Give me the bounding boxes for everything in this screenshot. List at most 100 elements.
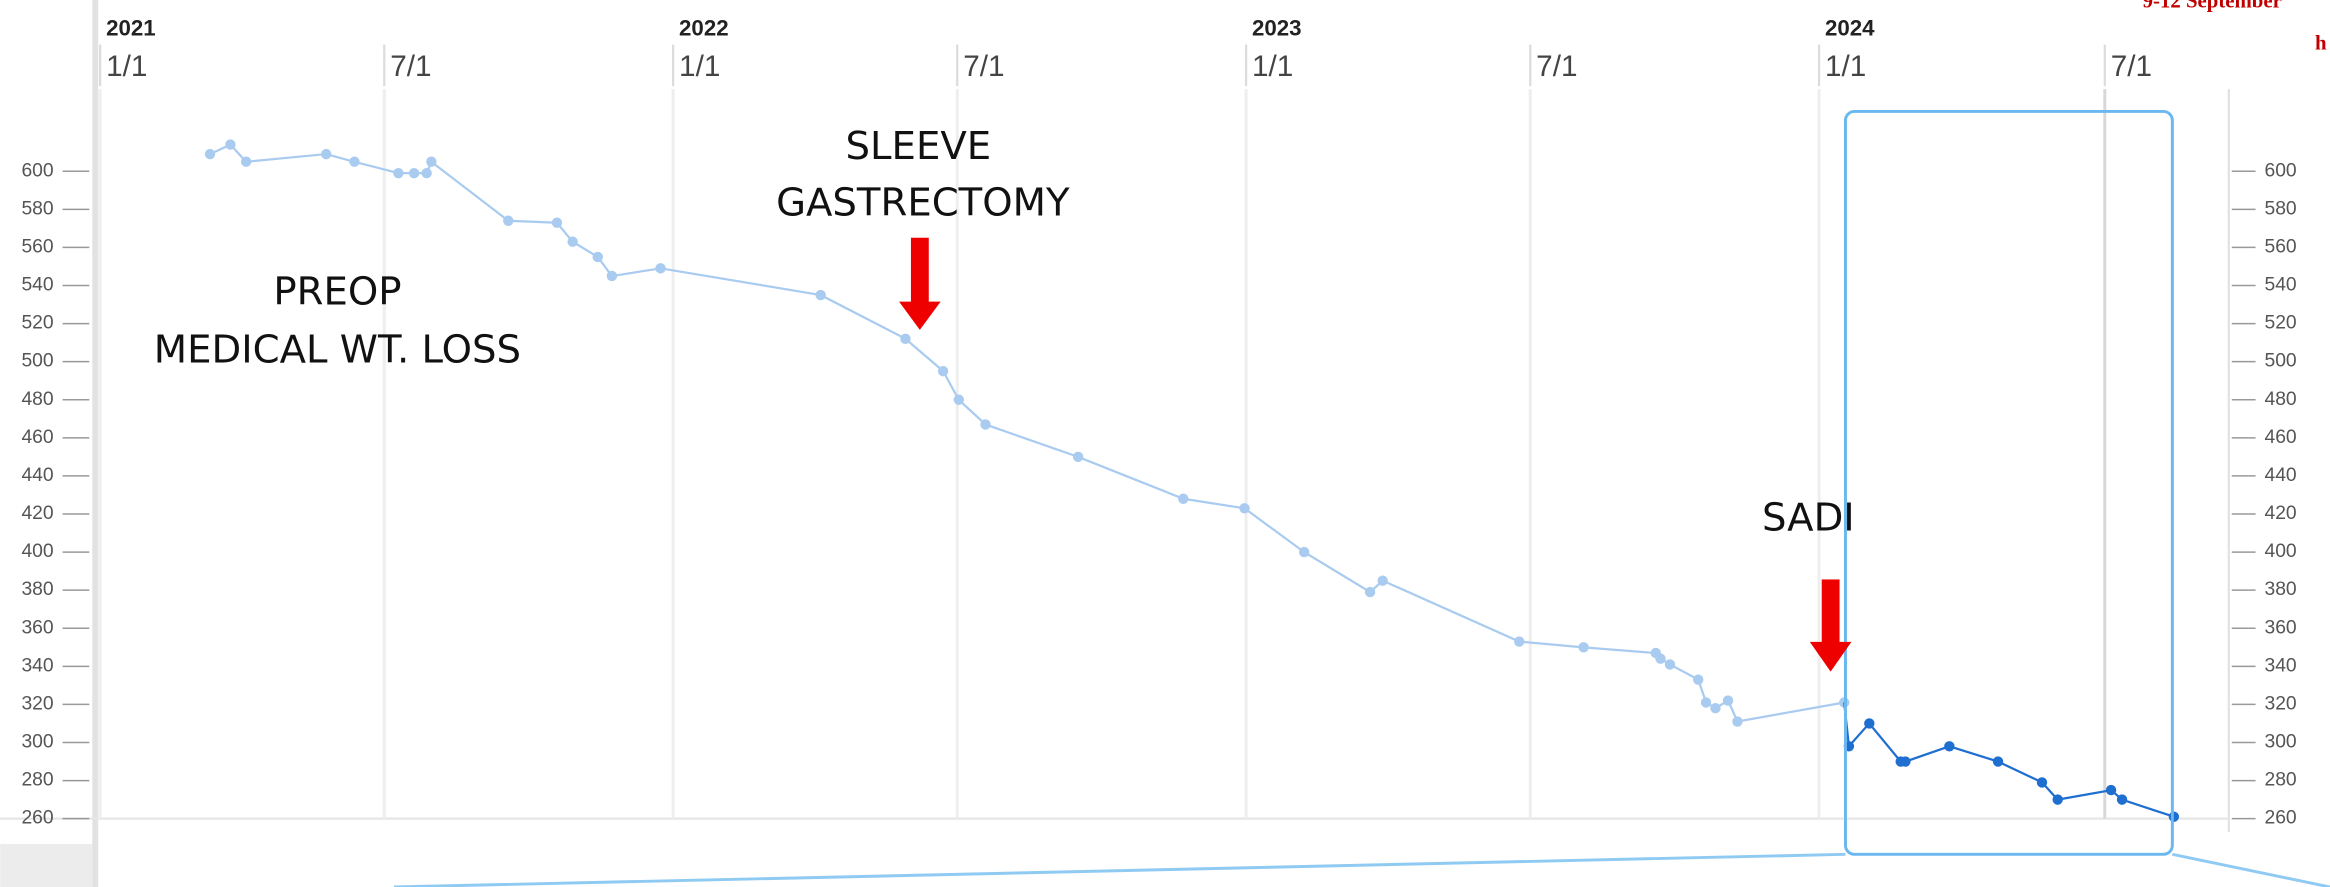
data-point [567,236,578,247]
y-tick-label: 480 [21,389,53,410]
y-tick-label: 400 [2264,541,2296,562]
arrow [899,237,941,330]
data-point [2168,811,2180,822]
data-point [349,156,360,167]
data-point [606,270,618,282]
y-tick-label: 300 [21,732,53,753]
y-tick-label: 380 [21,579,53,600]
y-tick-label: 340 [2264,655,2296,676]
year-label: 2021 [106,16,156,41]
navigator-edge [2172,852,2330,887]
annotation: SADI [1762,496,1855,541]
y-tick-label: 500 [21,351,53,372]
y-tick-label: 580 [21,198,53,219]
data-point [1239,503,1250,514]
y-tick-label: 420 [2264,503,2296,524]
data-point [1178,493,1189,504]
y-tick-label: 380 [2264,579,2296,600]
data-point [426,156,437,167]
data-point [900,333,911,345]
annotation: PREOP [273,270,401,315]
y-tick-label: 420 [21,503,53,524]
year-label: 2022 [679,16,729,41]
data-point [1900,756,1911,767]
x-tick-label: 7/1 [1536,50,1577,83]
y-tick-label: 440 [2264,465,2296,486]
data-point [2036,777,2048,788]
corner-box [0,843,93,887]
data-point [953,394,965,405]
data-point [2105,784,2117,796]
y-tick-label: 560 [2264,237,2296,258]
y-tick-label: 540 [2264,275,2296,296]
data-point [1377,575,1388,586]
navigator-window[interactable] [1843,109,2174,856]
y-tick-label: 360 [2264,617,2296,638]
series-line [209,143,1845,723]
x-tick-label: 1/1 [106,50,147,83]
data-point [320,148,332,160]
y-tick-label: 480 [2264,389,2296,410]
y-tick-label: 460 [21,427,53,448]
data-point [1655,653,1666,664]
x-tick-label: 7/1 [2111,50,2152,83]
arrow [1809,579,1852,672]
annotation: GASTRECTOMY [776,181,1070,226]
y-tick-label: 440 [21,465,53,486]
data-point [421,167,432,179]
y-tick-label: 600 [2264,160,2296,181]
data-point [1364,586,1376,598]
data-point [1514,636,1525,647]
data-point [1298,546,1310,558]
data-point [408,167,420,179]
data-point [1992,756,2004,767]
y-tick-label: 560 [21,237,53,258]
data-point [1732,716,1743,727]
y-tick-label: 320 [21,694,53,715]
y-tick-label: 280 [2264,770,2296,791]
y-tick-label: 600 [21,160,53,181]
data-point [225,139,236,150]
y-tick-label: 580 [2264,198,2296,219]
y-tick-label: 340 [21,655,53,676]
y-tick-label: 300 [2264,732,2296,753]
y-tick-label: 360 [21,617,53,638]
data-point [1578,642,1589,653]
y-tick-label: 520 [21,313,53,334]
data-point [1700,697,1712,708]
data-point [1664,659,1676,670]
y-tick-label: 260 [2264,808,2296,829]
y-tick-label: 520 [2264,313,2296,334]
y-tick-label: 260 [21,808,53,829]
y-tick-label: 460 [2264,427,2296,448]
data-point [1944,741,1955,752]
y-tick-label: 500 [2264,351,2296,372]
x-tick-label: 1/1 [1252,50,1293,83]
y-tick-label: 320 [2264,694,2296,715]
y-tick-label: 540 [21,275,53,296]
year-label: 2024 [1825,16,1875,41]
data-point [1072,451,1084,463]
data-point [2052,794,2063,805]
data-point [1722,695,1734,706]
corner-note: 9-12 September [2143,0,2282,13]
data-point [503,215,514,226]
data-point [240,156,252,167]
y-tick-label: 280 [21,770,53,791]
data-point [1710,703,1721,714]
data-point [2116,794,2128,805]
x-tick-label: 1/1 [679,50,720,83]
corner-note: h [2315,31,2327,54]
data-point [655,263,666,274]
data-point [1693,674,1704,685]
data-point [393,167,404,179]
data-point [1864,718,1875,729]
data-point [551,217,563,228]
marks-layer [204,139,2180,822]
data-point [592,251,603,263]
annotation: MEDICAL WT. LOSS [154,328,521,373]
data-point [204,148,216,160]
x-tick-label: 7/1 [963,50,1004,83]
y-tick-label: 400 [21,541,53,562]
